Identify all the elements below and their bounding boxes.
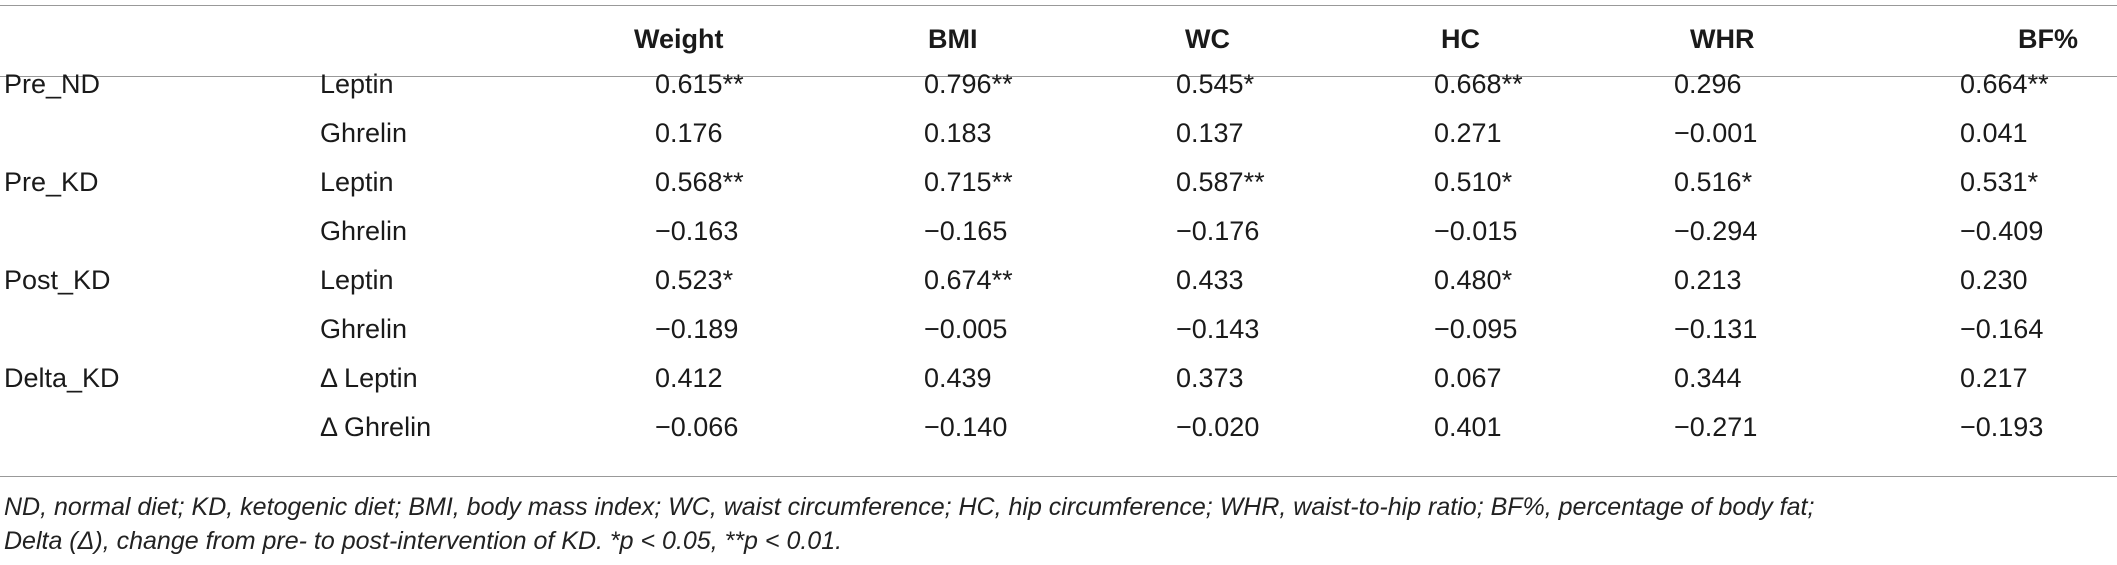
cell-hc: 0.480*: [1434, 265, 1513, 295]
cell-whr: −0.294: [1674, 216, 1758, 246]
column-header-hc: HC: [1441, 24, 1480, 54]
cell-weight: −0.189: [655, 314, 739, 344]
row-variable-label: Ghrelin: [320, 216, 408, 246]
row-group-label: Pre_ND: [4, 69, 101, 99]
cell-hc: 0.401: [1434, 412, 1502, 442]
column-header-bf-percent: BF%: [2018, 24, 2078, 54]
row-variable-label: Ghrelin: [320, 118, 408, 148]
cell-whr: −0.001: [1674, 118, 1758, 148]
footnote-line: Delta (Δ), change from pre- to post-inte…: [4, 527, 843, 555]
cell-bf-percent: 0.664**: [1960, 69, 2049, 99]
row-variable-label: Δ Ghrelin: [320, 412, 432, 442]
cell-wc: 0.373: [1176, 363, 1244, 393]
cell-bmi: 0.183: [924, 118, 992, 148]
row-variable-label: Ghrelin: [320, 314, 408, 344]
column-header-whr: WHR: [1690, 24, 1755, 54]
cell-weight: 0.568**: [655, 167, 744, 197]
cell-wc: 0.137: [1176, 118, 1244, 148]
cell-hc: 0.271: [1434, 118, 1502, 148]
cell-hc: 0.668**: [1434, 69, 1523, 99]
column-header-weight: Weight: [634, 24, 724, 54]
cell-bf-percent: 0.041: [1960, 118, 2028, 148]
cell-bmi: 0.715**: [924, 167, 1013, 197]
table-header-rule: [0, 76, 2117, 77]
cell-wc: −0.143: [1176, 314, 1260, 344]
cell-hc: −0.015: [1434, 216, 1518, 246]
cell-hc: 0.510*: [1434, 167, 1513, 197]
cell-whr: 0.344: [1674, 363, 1742, 393]
cell-weight: 0.523*: [655, 265, 734, 295]
cell-weight: 0.412: [655, 363, 723, 393]
cell-whr: −0.271: [1674, 412, 1758, 442]
cell-bmi: 0.674**: [924, 265, 1013, 295]
cell-weight: −0.066: [655, 412, 739, 442]
table-footnote: ND, normal diet; KD, ketogenic diet; BMI…: [4, 490, 2109, 558]
cell-bf-percent: −0.193: [1960, 412, 2044, 442]
row-variable-label: Leptin: [320, 69, 394, 99]
cell-weight: 0.176: [655, 118, 723, 148]
cell-bmi: −0.140: [924, 412, 1008, 442]
cell-wc: 0.545*: [1176, 69, 1255, 99]
row-variable-label: Leptin: [320, 167, 394, 197]
row-group-label: Post_KD: [4, 265, 111, 295]
cell-whr: 0.296: [1674, 69, 1742, 99]
cell-bmi: 0.796**: [924, 69, 1013, 99]
cell-wc: 0.587**: [1176, 167, 1265, 197]
footnote-line: ND, normal diet; KD, ketogenic diet; BMI…: [4, 493, 1815, 521]
cell-wc: −0.020: [1176, 412, 1260, 442]
cell-bmi: −0.005: [924, 314, 1008, 344]
column-header-bmi: BMI: [928, 24, 978, 54]
cell-hc: −0.095: [1434, 314, 1518, 344]
row-group-label: Pre_KD: [4, 167, 99, 197]
cell-bf-percent: 0.217: [1960, 363, 2028, 393]
row-variable-label: Leptin: [320, 265, 394, 295]
cell-bf-percent: 0.531*: [1960, 167, 2039, 197]
cell-wc: 0.433: [1176, 265, 1244, 295]
cell-weight: 0.615**: [655, 69, 744, 99]
cell-weight: −0.163: [655, 216, 739, 246]
cell-whr: 0.516*: [1674, 167, 1753, 197]
row-variable-label: Δ Leptin: [320, 363, 418, 393]
cell-bf-percent: 0.230: [1960, 265, 2028, 295]
cell-bf-percent: −0.164: [1960, 314, 2044, 344]
cell-bf-percent: −0.409: [1960, 216, 2044, 246]
table-bottom-rule: [0, 476, 2117, 477]
cell-bmi: 0.439: [924, 363, 992, 393]
cell-whr: 0.213: [1674, 265, 1742, 295]
column-header-wc: WC: [1185, 24, 1230, 54]
cell-hc: 0.067: [1434, 363, 1502, 393]
cell-wc: −0.176: [1176, 216, 1260, 246]
cell-whr: −0.131: [1674, 314, 1758, 344]
row-group-label: Delta_KD: [4, 363, 120, 393]
table-top-rule: [0, 5, 2117, 6]
cell-bmi: −0.165: [924, 216, 1008, 246]
